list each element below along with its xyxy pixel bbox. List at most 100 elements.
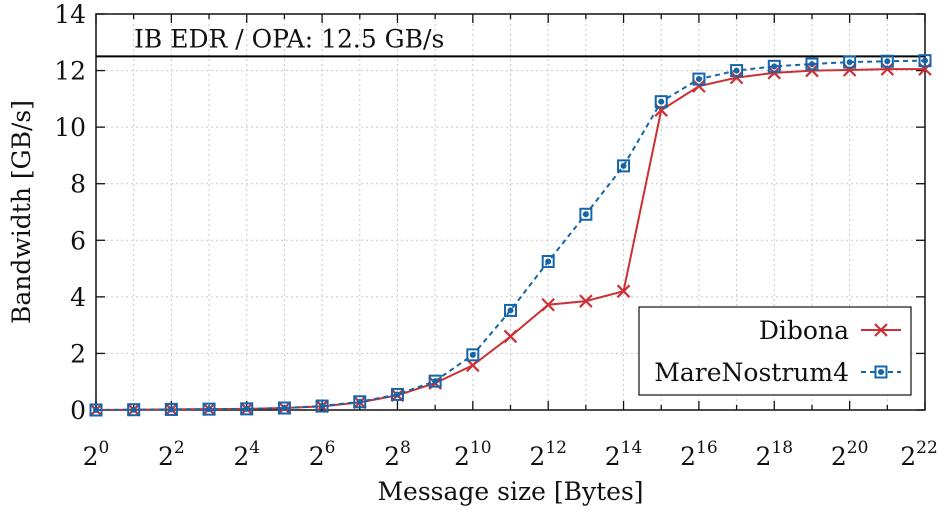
data-point-marenostrum4 bbox=[579, 207, 593, 221]
legend-sample-dibona bbox=[861, 323, 901, 337]
x-tick-label-base: 2 bbox=[900, 442, 916, 471]
x-tick-label-exponent: 20 bbox=[847, 438, 869, 458]
data-point-marenostrum4-square bbox=[164, 402, 178, 416]
data-point-marenostrum4-square bbox=[805, 57, 819, 71]
data-point-marenostrum4-square bbox=[692, 72, 706, 86]
data-point-dibona bbox=[654, 103, 669, 117]
x-tick-label-exponent: 4 bbox=[249, 438, 260, 458]
data-point-marenostrum4 bbox=[617, 159, 631, 173]
data-point-marenostrum4 bbox=[805, 57, 819, 71]
x-tick-label: 214 bbox=[605, 438, 643, 471]
data-point-marenostrum4 bbox=[541, 255, 555, 268]
legend-sample-marker-square bbox=[874, 365, 888, 379]
data-point-marenostrum4-square bbox=[843, 55, 857, 69]
data-point-marenostrum4 bbox=[466, 348, 480, 362]
data-point-marenostrum4-square bbox=[654, 95, 668, 109]
data-point-marenostrum4 bbox=[89, 403, 103, 417]
y-tick-label: 10 bbox=[54, 113, 86, 142]
x-tick-label-base: 2 bbox=[680, 442, 696, 471]
y-tick-label: 6 bbox=[70, 226, 86, 255]
x-tick-labels: 20 22 24 26 28 210 212 214 216 218 220 222 bbox=[83, 438, 938, 471]
x-tick-label: 210 bbox=[454, 438, 492, 471]
data-point-marenostrum4-dot bbox=[695, 76, 702, 83]
data-point-marenostrum4-dot bbox=[394, 391, 401, 398]
data-point-marenostrum4-square bbox=[127, 403, 141, 417]
legend-label-dibona: Dibona bbox=[759, 316, 849, 345]
y-tick-label: 2 bbox=[70, 339, 86, 368]
data-point-marenostrum4-square bbox=[504, 303, 517, 317]
data-point-marenostrum4-square bbox=[390, 387, 404, 401]
data-point-marenostrum4 bbox=[127, 403, 141, 417]
data-point-dibona bbox=[918, 62, 932, 76]
data-point-marenostrum4-dot bbox=[469, 351, 476, 358]
data-point-dibona bbox=[616, 284, 631, 298]
data-point-marenostrum4 bbox=[240, 402, 254, 416]
data-point-marenostrum4 bbox=[692, 72, 706, 86]
data-point-marenostrum4-square bbox=[89, 403, 103, 417]
data-point-dibona bbox=[880, 62, 895, 76]
data-point-marenostrum4 bbox=[880, 54, 894, 68]
data-point-marenostrum4-dot bbox=[432, 378, 439, 385]
data-point-dibona bbox=[729, 70, 744, 85]
data-point-marenostrum4-square bbox=[880, 54, 894, 68]
y-tick-labels: 0 2 4 6 8 10 12 14 bbox=[54, 0, 86, 425]
y-tick-label: 4 bbox=[70, 283, 86, 312]
x-tick-label-base: 2 bbox=[83, 442, 99, 471]
x-tick-label-base: 2 bbox=[384, 442, 400, 471]
x-tick-label-exponent: 16 bbox=[696, 438, 718, 458]
data-point-marenostrum4-dot bbox=[281, 405, 288, 412]
legend-sample-marker-dot bbox=[878, 369, 884, 375]
x-tick-label: 24 bbox=[233, 438, 260, 471]
data-point-marenostrum4-dot bbox=[733, 67, 740, 74]
x-tick-label-base: 2 bbox=[454, 442, 470, 471]
data-point-marenostrum4 bbox=[202, 402, 216, 416]
x-tick-label: 20 bbox=[83, 438, 110, 471]
data-point-marenostrum4 bbox=[767, 59, 781, 73]
data-point-marenostrum4-dot bbox=[130, 406, 137, 413]
data-point-marenostrum4-square bbox=[730, 64, 744, 78]
x-tick-label: 212 bbox=[529, 438, 567, 471]
x-axis-title: Message size [Bytes] bbox=[377, 477, 643, 506]
data-point-marenostrum4 bbox=[390, 387, 404, 401]
data-point-marenostrum4 bbox=[918, 54, 932, 68]
data-point-marenostrum4-dot bbox=[922, 57, 928, 64]
legend-sample-marker bbox=[874, 323, 888, 337]
data-point-marenostrum4-square bbox=[579, 207, 593, 221]
data-point-dibona bbox=[541, 297, 555, 312]
data-point-marenostrum4-dot bbox=[93, 407, 99, 413]
x-tick-label: 28 bbox=[384, 438, 411, 471]
data-point-marenostrum4 bbox=[277, 401, 291, 415]
y-axis-title: Bandwidth [GB/s] bbox=[7, 100, 36, 324]
data-point-marenostrum4-square bbox=[617, 159, 631, 173]
data-point-marenostrum4 bbox=[315, 399, 329, 413]
y-tick-label: 8 bbox=[70, 170, 86, 199]
x-tick-label-exponent: 6 bbox=[325, 438, 336, 458]
data-point-marenostrum4-dot bbox=[507, 307, 514, 314]
data-point-dibona bbox=[503, 329, 518, 344]
data-point-marenostrum4-dot bbox=[620, 162, 627, 169]
data-point-marenostrum4-square bbox=[428, 374, 442, 388]
data-point-marenostrum4 bbox=[504, 303, 517, 317]
data-point-marenostrum4-square bbox=[541, 255, 555, 268]
data-point-dibona bbox=[842, 63, 857, 77]
x-tick-label: 216 bbox=[680, 438, 718, 471]
legend: Dibona MareNostrum4 bbox=[638, 306, 912, 396]
data-point-marenostrum4-square bbox=[918, 54, 932, 68]
data-point-dibona bbox=[579, 294, 593, 308]
data-point-marenostrum4-dot bbox=[319, 403, 326, 410]
data-point-dibona bbox=[692, 79, 706, 93]
data-point-marenostrum4-dot bbox=[884, 58, 891, 65]
x-tick-label-base: 2 bbox=[529, 442, 545, 471]
series-marenostrum4 bbox=[89, 54, 932, 417]
data-point-marenostrum4-square bbox=[240, 402, 254, 416]
x-tick-label-exponent: 18 bbox=[771, 438, 793, 458]
data-point-dibona bbox=[805, 63, 819, 78]
x-tick-label-exponent: 0 bbox=[99, 438, 110, 458]
y-tick-label: 0 bbox=[70, 396, 86, 425]
reference-line-label: IB EDR / OPA: 12.5 GB/s bbox=[134, 24, 444, 53]
x-tick-label-base: 2 bbox=[605, 442, 621, 471]
data-point-marenostrum4-square bbox=[353, 395, 367, 409]
x-tick-label: 220 bbox=[831, 438, 869, 471]
data-point-marenostrum4-square bbox=[202, 402, 216, 416]
